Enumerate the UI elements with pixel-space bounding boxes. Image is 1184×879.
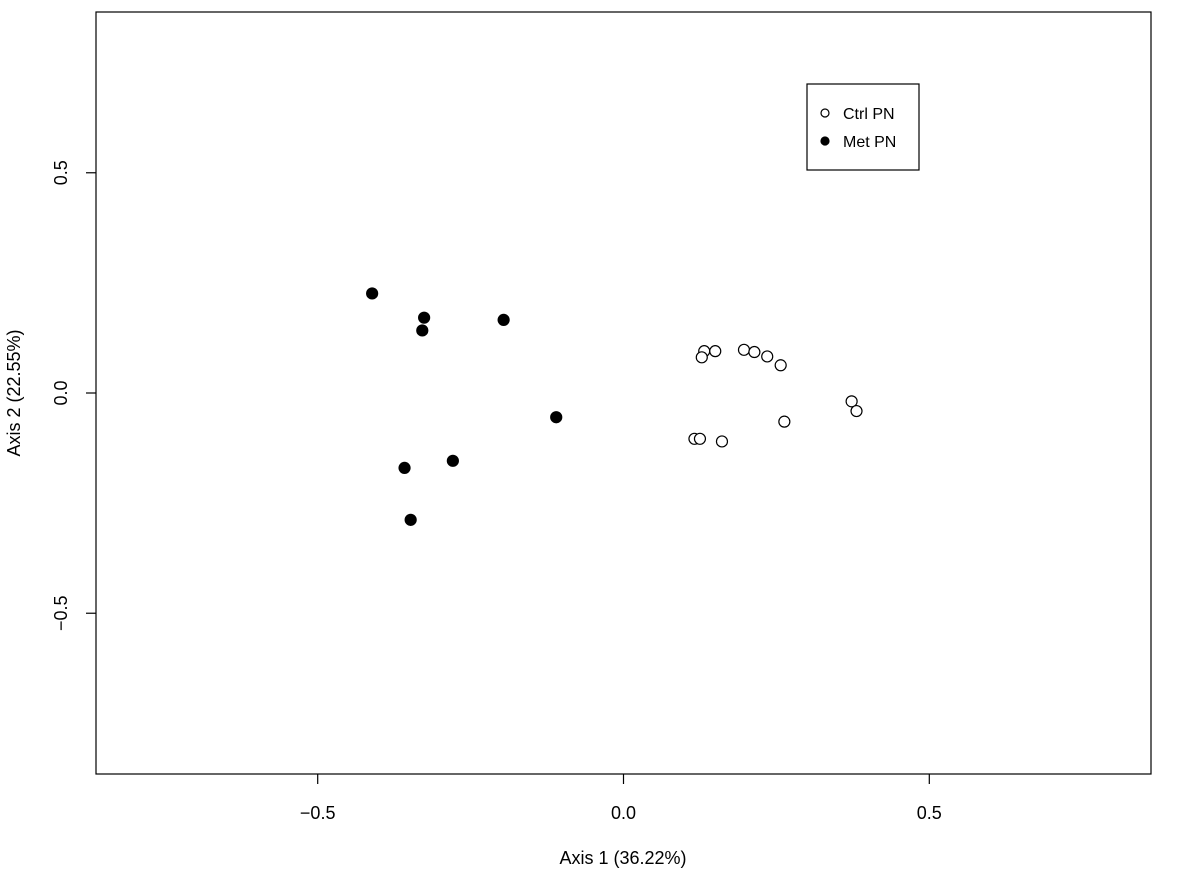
x-axis: −0.5 0.0 0.5	[300, 774, 942, 823]
met-pn-point	[418, 311, 431, 324]
ctrl-pn-point	[748, 345, 761, 359]
ctrl-pn-point	[845, 395, 858, 408]
x-axis-title: Axis 1 (36.22%)	[559, 848, 686, 868]
ctrl-pn-point	[850, 404, 863, 418]
met-pn-point	[398, 461, 411, 474]
legend-open-circle-icon	[820, 108, 830, 118]
legend-label: Ctrl PN	[843, 106, 895, 123]
legend: Ctrl PN Met PN	[806, 83, 920, 171]
ctrl-pn-point	[715, 435, 729, 448]
met-pn-point	[446, 454, 459, 467]
legend-box	[806, 83, 920, 171]
ctrl-pn-point	[693, 432, 707, 445]
y-tick-label: 0.0	[51, 380, 71, 405]
ctrl-pn-point	[774, 359, 787, 372]
x-tick-label: 0.0	[611, 803, 636, 823]
x-tick-label: 0.5	[917, 803, 942, 823]
met-pn-point	[497, 313, 510, 326]
y-axis: −0.5 0.0 0.5	[51, 160, 96, 631]
met-pn-point	[416, 324, 429, 337]
y-tick-label: −0.5	[51, 595, 71, 631]
ctrl-pn-point	[737, 343, 751, 356]
ctrl-pn-point	[709, 345, 722, 358]
met-pn-point	[366, 287, 379, 300]
legend-filled-circle-icon	[820, 136, 830, 146]
ctrl-pn-point	[761, 350, 774, 363]
met-pn-point	[550, 411, 563, 424]
points-layer	[366, 287, 863, 526]
x-tick-label: −0.5	[300, 803, 336, 823]
y-tick-label: 0.5	[51, 160, 71, 185]
met-pn-point	[404, 513, 417, 526]
ctrl-pn-point	[778, 415, 791, 428]
legend-label: Met PN	[843, 134, 896, 151]
y-axis-title: Axis 2 (22.55%)	[4, 329, 24, 456]
ctrl-pn-point	[695, 351, 708, 364]
plot-frame	[95, 11, 1152, 775]
